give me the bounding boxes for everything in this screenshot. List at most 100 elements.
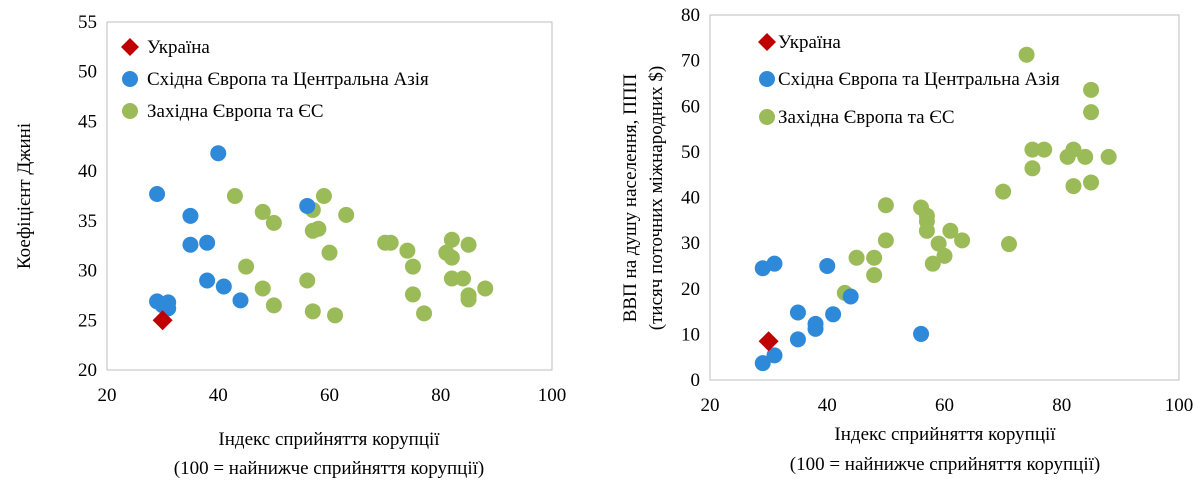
legend-label: Україна <box>778 32 841 53</box>
legend: Україна Східна Європа та Центральна Азія З… <box>121 37 429 122</box>
x-axis-title: Індекс сприйняття корупції <box>834 424 1056 445</box>
data-point-eastern-europe <box>299 197 316 214</box>
x-tick-label: 100 <box>538 385 567 406</box>
data-point-western-europe <box>404 258 421 275</box>
data-point-western-europe <box>338 206 355 223</box>
x-tick-label: 60 <box>935 395 954 416</box>
data-point-western-europe <box>1083 174 1100 191</box>
data-point-western-europe <box>1065 141 1082 158</box>
y-tick-label: 25 <box>78 310 97 331</box>
y-tick-label: 20 <box>78 360 97 381</box>
x-tick-label: 60 <box>320 385 339 406</box>
legend-label: Україна <box>147 37 210 58</box>
x-tick-label: 20 <box>98 385 117 406</box>
data-point-western-europe <box>877 197 894 214</box>
y-tick-label: 30 <box>78 261 97 282</box>
legend: Україна Східна Європа та Центральна Азія З… <box>758 32 1060 128</box>
data-point-western-europe <box>254 203 271 220</box>
data-point-western-europe <box>1083 104 1100 121</box>
data-point-eastern-europe <box>149 186 166 203</box>
data-point-western-europe <box>238 258 255 275</box>
data-point-western-europe <box>226 188 243 204</box>
legend-marker <box>759 71 775 87</box>
data-point-western-europe <box>416 305 433 322</box>
x-tick-label: 100 <box>1165 395 1194 416</box>
data-point-western-europe <box>942 222 959 239</box>
data-point-western-europe <box>443 270 460 287</box>
legend-label: Східна Європа та Центральна Азія <box>147 69 429 90</box>
data-point-western-europe <box>877 232 894 249</box>
x-tick-label: 20 <box>701 395 720 416</box>
y-tick-label: 40 <box>681 188 700 209</box>
plot-area-frame <box>106 21 553 371</box>
legend-label: Східна Європа та Центральна Азія <box>778 69 1060 90</box>
legend-marker <box>122 103 138 119</box>
data-point-eastern-europe <box>232 292 249 309</box>
data-point-eastern-europe <box>199 234 216 251</box>
y-axis-title: Коефіцієнт Джині <box>14 123 35 269</box>
data-point-western-europe <box>327 307 344 324</box>
data-point-western-europe <box>1024 141 1041 158</box>
data-point-western-europe <box>1065 178 1082 195</box>
data-point-western-europe <box>936 247 953 264</box>
y-axis-subtitle: (тисяч поточних міжнародних $) <box>646 66 667 330</box>
data-point-western-europe <box>254 280 271 297</box>
data-point-eastern-europe <box>215 278 232 295</box>
data-point-western-europe <box>924 255 941 272</box>
data-point-eastern-europe <box>789 304 806 321</box>
data-point-eastern-europe <box>766 255 783 272</box>
legend-label: Західна Європа та ЄС <box>778 107 955 128</box>
data-point-western-europe <box>866 249 883 266</box>
y-tick-label: 0 <box>691 370 701 391</box>
x-tick-label: 80 <box>1052 395 1071 416</box>
y-tick-label: 70 <box>681 51 700 72</box>
y-tick-label: 60 <box>681 96 700 117</box>
data-point-western-europe <box>455 270 471 287</box>
data-point-western-europe <box>1100 148 1117 165</box>
x-tick-label: 40 <box>818 395 837 416</box>
chart-2: 0 10 20 30 40 50 60 70 80 20 40 60 80 100 Індекс сприй… <box>620 5 1193 475</box>
data-point-western-europe <box>265 214 282 231</box>
data-point-western-europe <box>995 183 1012 200</box>
data-point-western-europe <box>460 291 477 308</box>
data-point-western-europe <box>265 297 282 314</box>
y-tick-label: 40 <box>78 161 97 182</box>
data-point-western-europe <box>1083 81 1100 98</box>
data-point-western-europe <box>399 242 416 259</box>
data-point-eastern-europe <box>913 325 930 342</box>
legend-marker <box>122 71 138 87</box>
data-point-western-europe <box>954 232 971 249</box>
data-point-western-europe <box>310 220 327 237</box>
data-point-western-europe <box>848 249 865 266</box>
data-point-eastern-europe <box>199 272 216 289</box>
y-tick-label: 30 <box>681 233 700 254</box>
data-point-eastern-europe <box>766 347 783 364</box>
data-point-western-europe <box>443 231 460 248</box>
data-point-western-europe <box>299 272 316 289</box>
data-point-eastern-europe <box>807 320 824 337</box>
data-point-western-europe <box>477 280 494 297</box>
x-axis-subtitle: (100 = найнижче сприйняття корупції) <box>174 458 484 479</box>
data-point-ukraine <box>152 310 173 331</box>
y-tick-label: 80 <box>681 5 700 26</box>
x-axis-title: Індекс сприйняття корупції <box>218 429 440 450</box>
y-tick-label: 45 <box>78 111 97 132</box>
chart-1: 20 25 30 35 40 45 50 55 20 40 60 80 100 Індекс сприйн… <box>14 12 566 479</box>
x-tick-label: 40 <box>209 385 228 406</box>
x-tick-label: 80 <box>431 385 450 406</box>
data-point-eastern-europe <box>754 355 771 372</box>
y-tick-label: 55 <box>78 12 97 33</box>
legend-marker-ukraine <box>758 33 776 51</box>
data-point-eastern-europe <box>210 145 227 162</box>
data-point-western-europe <box>918 222 935 239</box>
y-axis-title: ВВП на душу населення, ППП <box>620 73 641 322</box>
data-point-western-europe <box>460 236 477 253</box>
y-tick-label: 50 <box>78 62 97 83</box>
data-point-eastern-europe <box>182 207 199 224</box>
data-point-western-europe <box>321 244 338 261</box>
data-point-ukraine <box>758 331 779 352</box>
data-point-eastern-europe <box>789 331 806 348</box>
legend-label: Західна Європа та ЄС <box>147 101 324 122</box>
data-point-western-europe <box>404 286 421 303</box>
